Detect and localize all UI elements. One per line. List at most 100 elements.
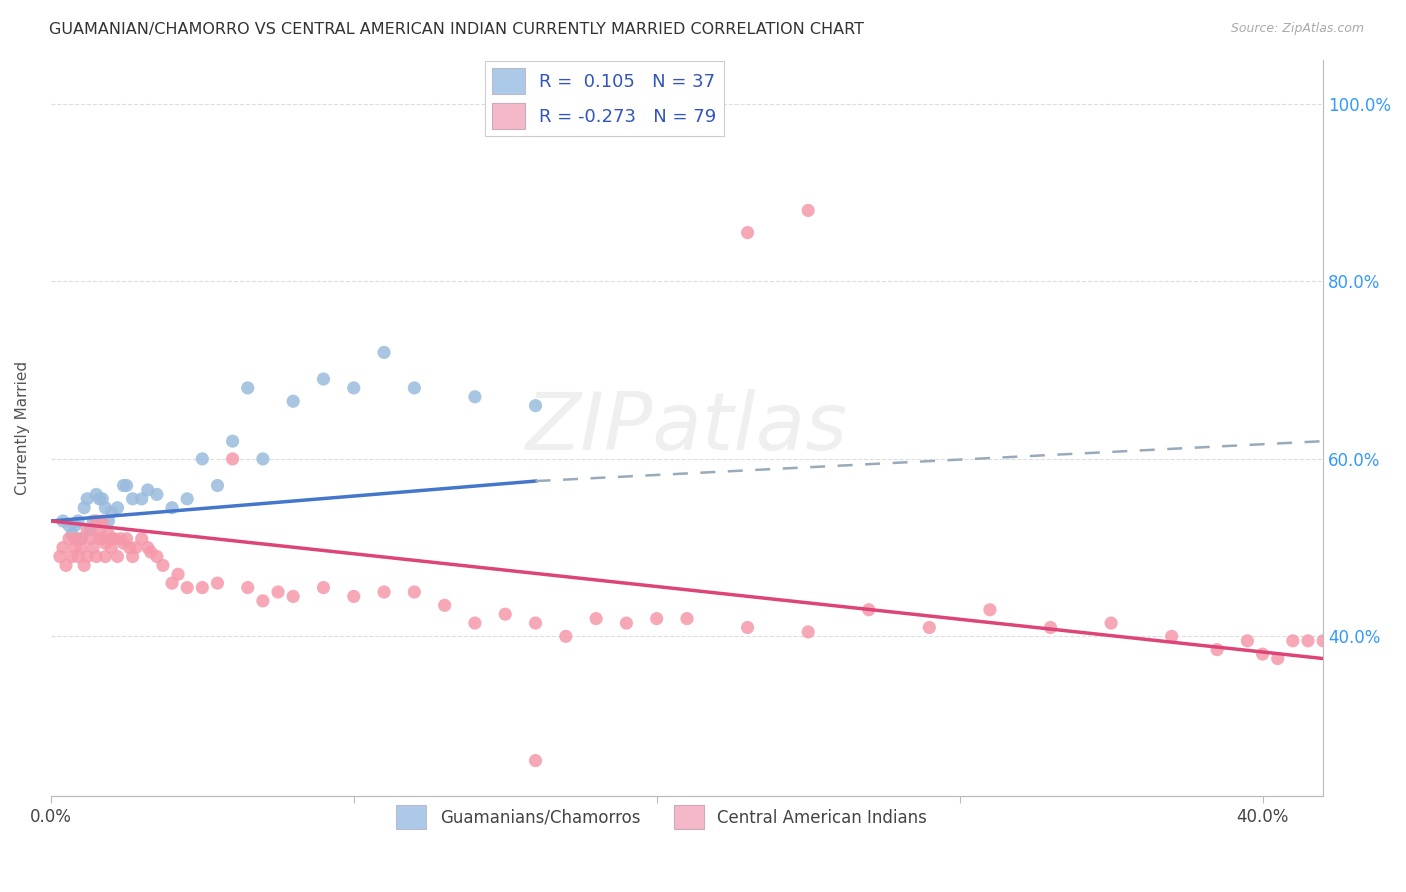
Point (94, 536, 117, 550)
Legend: Guamanians/Chamorros, Central American Indians: Guamanians/Chamorros, Central American I… (389, 798, 934, 836)
Point (110, 532, 132, 546)
Point (207, 576, 229, 591)
Point (1312, 633, 1334, 648)
Point (89, 523, 111, 537)
Point (524, 399, 547, 413)
Point (107, 500, 129, 515)
Point (585, 612, 607, 626)
Point (176, 581, 198, 595)
Point (524, 754, 547, 768)
Point (73, 500, 96, 515)
Point (676, 612, 699, 626)
Point (131, 532, 153, 546)
Point (1236, 633, 1258, 648)
Point (236, 381, 259, 395)
Point (616, 615, 638, 630)
Point (167, 567, 190, 582)
Point (1282, 633, 1305, 648)
Point (494, 607, 516, 622)
Point (464, 615, 486, 630)
Point (58, 518, 80, 533)
Point (112, 478, 135, 492)
Point (283, 394, 305, 409)
Point (52, 541, 75, 555)
Point (737, 620, 759, 634)
Point (63, 532, 86, 546)
Point (100, 541, 122, 555)
Point (100, 505, 122, 519)
Point (67, 514, 90, 528)
Point (58, 532, 80, 546)
Point (312, 581, 335, 595)
Point (97, 527, 120, 541)
Point (1343, 624, 1365, 639)
Point (94, 549, 117, 564)
Point (1296, 633, 1319, 648)
Point (55, 558, 77, 573)
Point (89, 532, 111, 546)
Point (82, 541, 104, 555)
Point (373, 345, 395, 359)
Point (191, 581, 214, 595)
Point (118, 541, 141, 555)
Point (52, 514, 75, 528)
Point (60, 527, 83, 541)
Point (131, 491, 153, 506)
Point (1327, 620, 1350, 634)
Point (70, 541, 93, 555)
Point (112, 536, 135, 550)
Text: ZIPatlas: ZIPatlas (526, 389, 848, 467)
Point (737, 226, 759, 240)
Point (1160, 629, 1182, 643)
Point (283, 590, 305, 604)
Point (207, 478, 229, 492)
Point (797, 203, 820, 218)
Point (67, 549, 90, 564)
Point (221, 434, 243, 449)
Point (1251, 647, 1274, 661)
Point (89, 491, 111, 506)
Point (91, 491, 114, 506)
Point (267, 585, 290, 599)
Point (115, 478, 138, 492)
Point (76, 491, 98, 506)
Point (115, 532, 138, 546)
Point (121, 549, 143, 564)
Point (76, 549, 98, 564)
Text: GUAMANIAN/CHAMORRO VS CENTRAL AMERICAN INDIAN CURRENTLY MARRIED CORRELATION CHAR: GUAMANIAN/CHAMORRO VS CENTRAL AMERICAN I… (49, 22, 865, 37)
Point (84, 549, 107, 564)
Point (84, 487, 107, 501)
Point (139, 545, 162, 559)
Point (152, 558, 174, 573)
Point (1039, 620, 1062, 634)
Point (464, 390, 486, 404)
Point (524, 615, 547, 630)
Point (63, 541, 86, 555)
Point (252, 594, 274, 608)
Point (373, 585, 395, 599)
Point (191, 451, 214, 466)
Point (94, 500, 117, 515)
Point (70, 532, 93, 546)
Point (343, 590, 366, 604)
Point (404, 585, 426, 599)
Point (107, 549, 129, 564)
Point (160, 500, 183, 515)
Point (252, 451, 274, 466)
Point (433, 599, 456, 613)
Point (76, 523, 98, 537)
Point (82, 514, 104, 528)
Point (60, 549, 83, 564)
Point (979, 603, 1001, 617)
Point (97, 514, 120, 528)
Point (100, 532, 122, 546)
Point (1267, 651, 1289, 665)
Point (103, 532, 125, 546)
Point (70, 532, 93, 546)
Point (797, 624, 820, 639)
Point (221, 451, 243, 466)
Point (146, 549, 169, 564)
Point (91, 532, 114, 546)
Point (146, 487, 169, 501)
Point (554, 629, 576, 643)
